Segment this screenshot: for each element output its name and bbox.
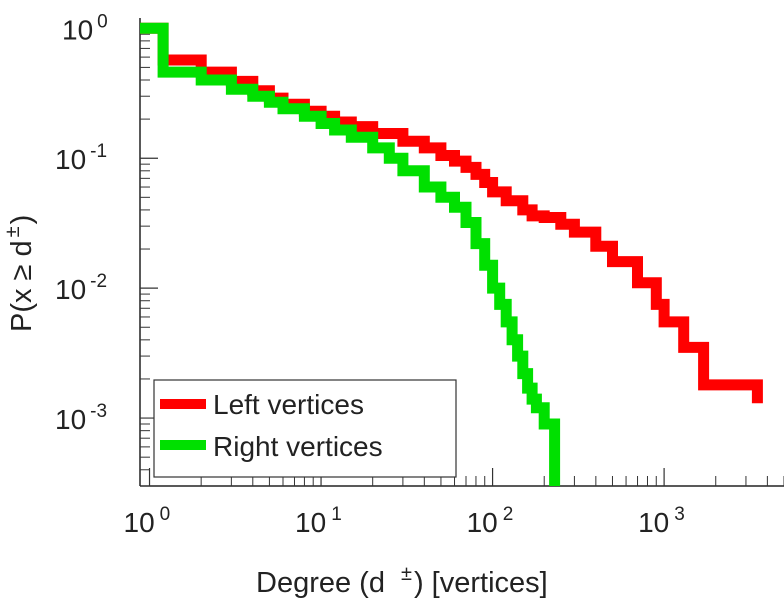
- legend-box: [153, 379, 457, 478]
- legend-label-left: Left vertices: [213, 389, 364, 420]
- tick-labels: 10 0 10 1 10 2 10 3 10 0 10 -1 10 -2 10 -3: [55, 11, 685, 538]
- y-tick-label: 10 -3: [55, 401, 107, 435]
- series-layer: [140, 22, 763, 486]
- y-tick-label: 10 -2: [55, 271, 107, 305]
- x-tick-label: 10 1: [295, 504, 342, 538]
- legend: Left vertices Right vertices: [153, 379, 457, 478]
- x-tick-label: 10 2: [467, 504, 514, 538]
- y-tick-label: 10 -1: [55, 141, 107, 175]
- y-tick-label: 10 0: [62, 11, 108, 45]
- x-tick-label: 10 0: [124, 504, 171, 538]
- minor-ticks: [140, 33, 784, 487]
- y-axis-title: P(x ≥ d±): [2, 215, 38, 332]
- x-axis-title: Degree (d ±) [vertices]: [256, 563, 548, 599]
- series-line-right: [140, 22, 561, 486]
- legend-label-right: Right vertices: [213, 431, 383, 462]
- x-tick-label: 10 3: [638, 504, 685, 538]
